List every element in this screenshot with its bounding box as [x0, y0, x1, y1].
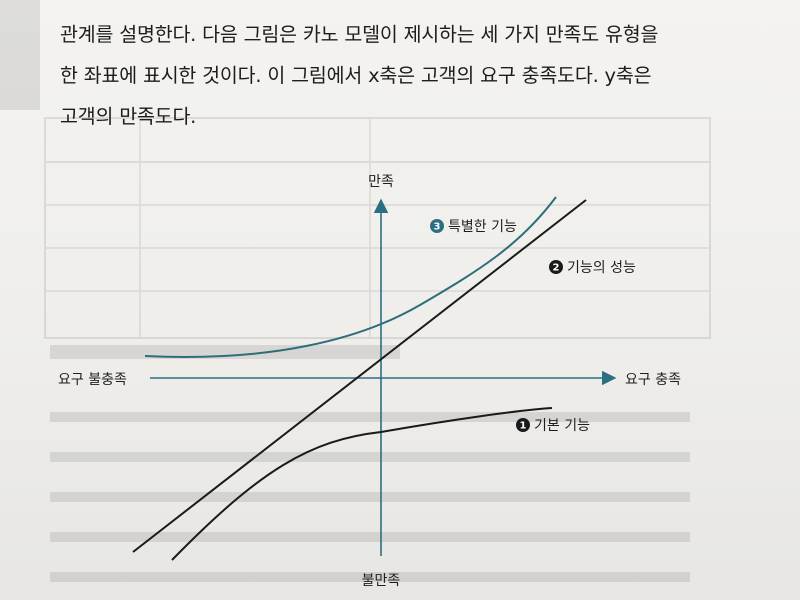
performance-text: 기능의 성능 — [567, 260, 636, 276]
curve-performance — [132, 199, 587, 553]
label-basic-features: 1 기본 기능 — [516, 418, 590, 434]
curve-basic-features — [171, 407, 553, 561]
body-text: 관계를 설명한다. 다음 그림은 카노 모델이 제시하는 세 가지 만족도 유형… — [60, 14, 760, 137]
number-badge-1 — [516, 418, 530, 432]
number-badge-3 — [430, 219, 444, 233]
badge-1-number: 1 — [520, 421, 527, 432]
label-special-features: 3 특별한 기능 — [430, 219, 517, 235]
number-badge-2 — [549, 260, 563, 274]
body-line-2: 한 좌표에 표시한 것이다. 이 그림에서 x축은 고객의 요구 충족도다. y… — [60, 64, 652, 87]
y-axis-bottom-label: 불만족 — [362, 573, 401, 589]
curve-special-features — [144, 196, 557, 358]
y-axis-top-label: 만족 — [368, 174, 394, 190]
x-axis-left-label: 요구 불충족 — [58, 372, 127, 388]
body-line-1: 관계를 설명한다. 다음 그림은 카노 모델이 제시하는 세 가지 만족도 유형… — [60, 23, 659, 46]
x-axis-right-label: 요구 충족 — [625, 372, 681, 388]
special-features-text: 특별한 기능 — [448, 219, 517, 235]
body-line-3: 고객의 만족도다. — [60, 105, 197, 128]
label-performance: 2 기능의 성능 — [549, 260, 636, 276]
badge-2-number: 2 — [553, 263, 560, 274]
badge-3-number: 3 — [434, 222, 441, 233]
basic-features-text: 기본 기능 — [534, 418, 590, 434]
